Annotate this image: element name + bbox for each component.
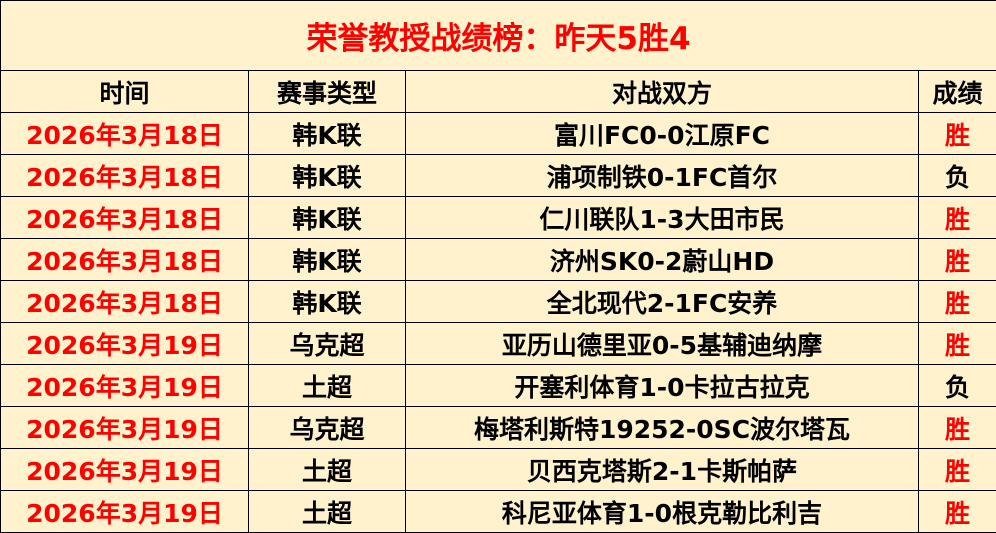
result-cell: 胜 [917,490,996,533]
table-row: 2026年3月18日 韩K联 全北现代2-1FC安养胜 [0,280,996,323]
league-cell: 韩K联 [248,238,406,281]
date-cell: 2026年3月18日 [0,154,249,197]
table-row: 2026年3月19日 土超 科尼亚体育1-0根克勒比利吉胜 [0,490,996,533]
result-cell: 胜 [917,112,996,155]
date-cell: 2026年3月18日 [0,238,249,281]
result-cell: 胜 [917,322,996,365]
date-cell: 2026年3月19日 [0,322,249,365]
date-cell: 2026年3月19日 [0,406,249,449]
date-cell: 2026年3月19日 [0,448,249,491]
header-match: 对战双方 [405,70,919,113]
date-cell: 2026年3月18日 [0,280,249,323]
league-cell: 乌克超 [248,406,406,449]
result-cell: 胜 [917,406,996,449]
date-cell: 2026年3月19日 [0,364,249,407]
table-row: 2026年3月18日 韩K联 浦项制铁0-1FC首尔负 [0,154,996,197]
date-cell: 2026年3月18日 [0,112,249,155]
league-cell: 韩K联 [248,196,406,239]
league-cell: 韩K联 [248,154,406,197]
match-cell: 济州SK0-2蔚山HD [405,238,919,281]
table-row: 2026年3月19日 土超 贝西克塔斯2-1卡斯帕萨胜 [0,448,996,491]
league-cell: 韩K联 [248,112,406,155]
league-cell: 韩K联 [248,280,406,323]
table-row: 2026年3月19日 乌克超 梅塔利斯特19252-0SC波尔塔瓦胜 [0,406,996,449]
match-cell: 科尼亚体育1-0根克勒比利吉 [405,490,919,533]
header-time: 时间 [0,70,249,113]
table-row: 2026年3月18日 韩K联 济州SK0-2蔚山HD 胜 [0,238,996,281]
league-cell: 土超 [248,364,406,407]
league-cell: 乌克超 [248,322,406,365]
league-cell: 土超 [248,490,406,533]
date-cell: 2026年3月18日 [0,196,249,239]
result-cell: 负 [917,154,996,197]
result-cell: 胜 [917,448,996,491]
table-row: 2026年3月18日 韩K联 富川FC0-0江原FC 胜 [0,112,996,155]
result-cell: 负 [917,364,996,407]
result-cell: 胜 [917,238,996,281]
match-cell: 亚历山德里亚0-5基辅迪纳摩 [405,322,919,365]
match-cell: 浦项制铁0-1FC首尔 [405,154,919,197]
league-cell: 土超 [248,448,406,491]
match-cell: 贝西克塔斯2-1卡斯帕萨 [405,448,919,491]
header-league: 赛事类型 [248,70,406,113]
result-cell: 胜 [917,196,996,239]
match-cell: 开塞利体育1-0卡拉古拉克 [405,364,919,407]
result-cell: 胜 [917,280,996,323]
table-row: 2026年3月19日 乌克超 亚历山德里亚0-5基辅迪纳摩胜 [0,322,996,365]
table-row: 2026年3月18日 韩K联 仁川联队1-3大田市民胜 [0,196,996,239]
page-title: 荣誉教授战绩榜：昨天5胜4 [0,0,996,71]
match-cell: 梅塔利斯特19252-0SC波尔塔瓦 [405,406,919,449]
table-row: 2026年3月19日 土超 开塞利体育1-0卡拉古拉克负 [0,364,996,407]
match-cell: 富川FC0-0江原FC [405,112,919,155]
match-cell: 仁川联队1-3大田市民 [405,196,919,239]
header-result: 成绩 [917,70,996,113]
table-body: 2026年3月18日 韩K联 富川FC0-0江原FC 胜 2026年3月18日 韩K联 浦项… [0,112,996,533]
date-cell: 2026年3月19日 [0,490,249,533]
match-cell: 全北现代2-1FC安养 [405,280,919,323]
